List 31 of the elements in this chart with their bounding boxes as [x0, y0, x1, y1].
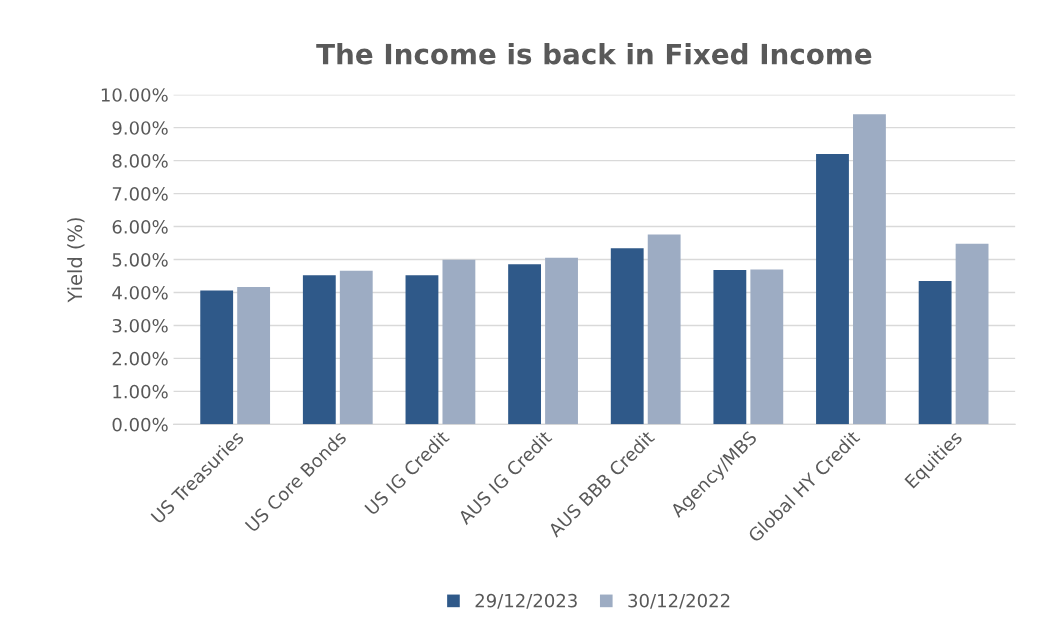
bar — [442, 259, 476, 425]
bar — [955, 243, 989, 425]
bar — [545, 257, 578, 425]
bar — [508, 264, 542, 425]
bar — [750, 269, 784, 425]
legend-label: 29/12/2023 — [475, 593, 577, 609]
y-tick-label: 3.00% — [112, 318, 168, 333]
y-tick-label: 8.00% — [112, 154, 168, 168]
y-tick-label: 1.00% — [113, 384, 168, 399]
bar — [713, 270, 747, 425]
y-tick-label: 5.00% — [112, 252, 168, 267]
y-tick-label: 2.00% — [112, 351, 168, 366]
bar — [405, 275, 439, 425]
y-tick-label: 0.00% — [112, 417, 168, 432]
bar — [647, 234, 681, 425]
y-axis-title: Yield (%) — [67, 218, 85, 303]
y-tick-label: 4.00% — [112, 285, 168, 300]
y-tick-label: 6.00% — [112, 220, 168, 234]
y-tick-label: 7.00% — [112, 187, 168, 201]
legend-label: 30/12/2022 — [628, 593, 730, 609]
bar — [610, 248, 644, 425]
bar — [853, 114, 886, 425]
y-tick-label: 10.00% — [101, 88, 168, 102]
y-tick-label: 9.00% — [112, 121, 168, 135]
bar — [237, 286, 271, 425]
bar — [816, 154, 849, 425]
chart-title: The Income is back in Fixed Income — [316, 43, 872, 65]
bar — [302, 275, 336, 425]
bar — [339, 270, 373, 425]
bar — [200, 290, 234, 425]
bar — [918, 280, 952, 425]
